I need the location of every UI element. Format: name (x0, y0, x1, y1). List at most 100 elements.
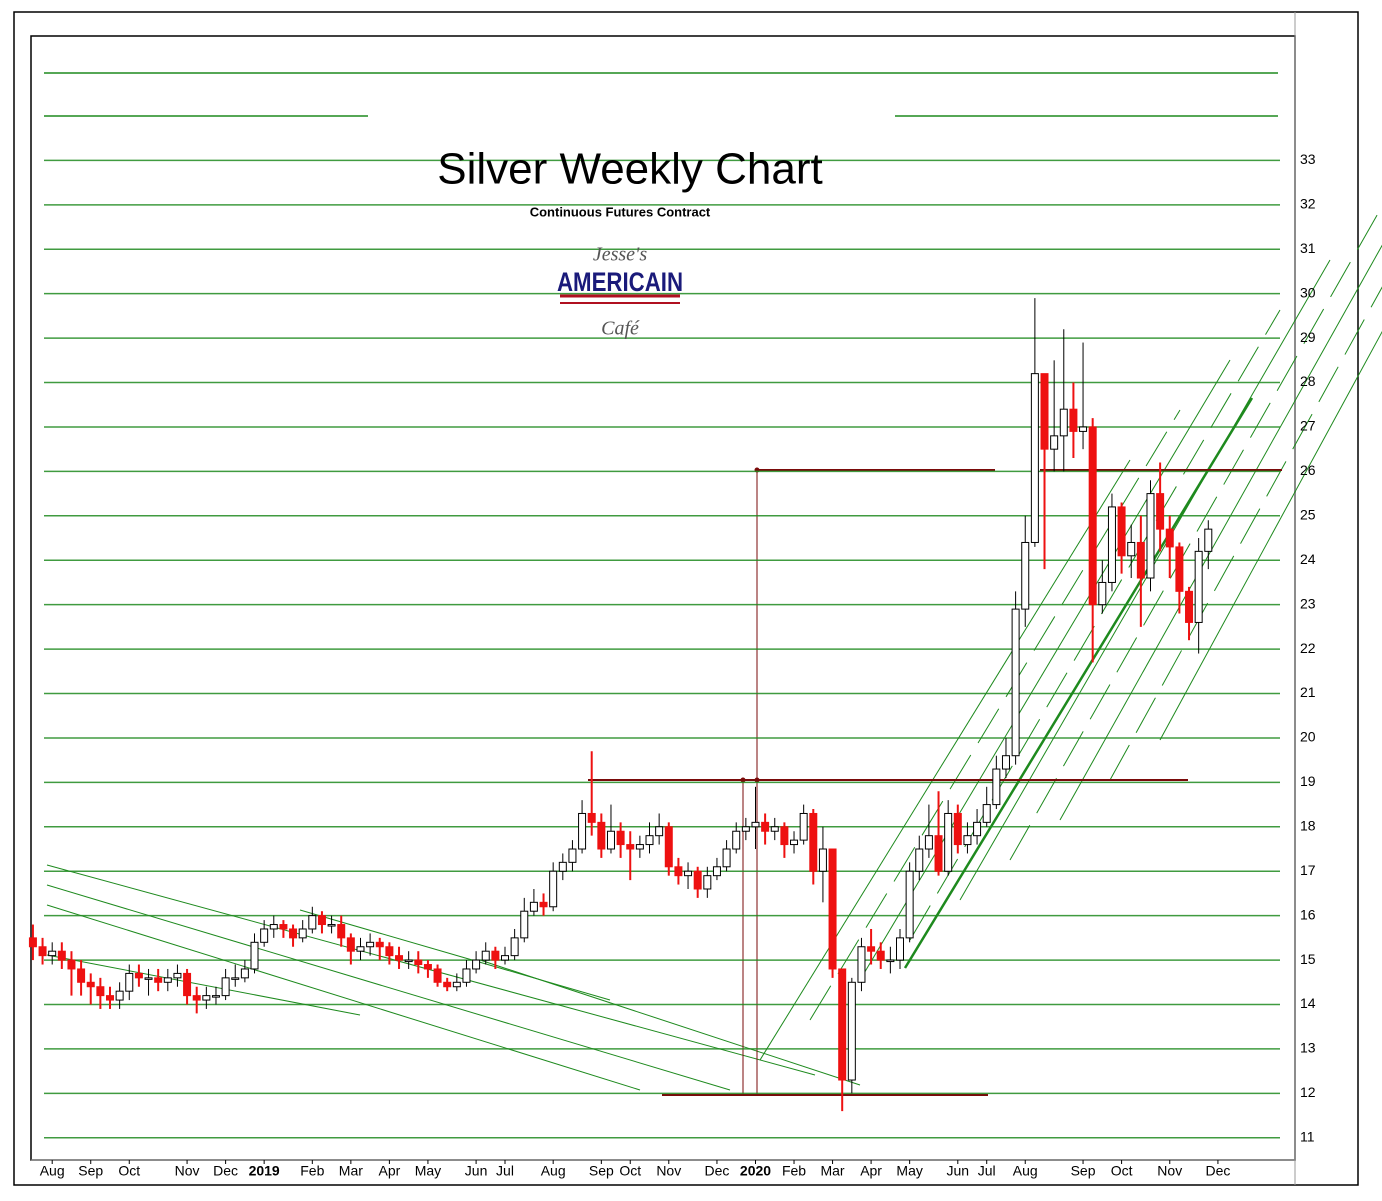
candle-body (1011, 608, 1020, 757)
channel-line (46, 904, 641, 1091)
candle-body (1204, 528, 1213, 552)
candle-body (838, 968, 847, 1081)
candle-body (549, 870, 558, 908)
candle-body (944, 812, 953, 872)
candle-body (1107, 506, 1116, 583)
candle-body (664, 826, 673, 868)
candle-body (433, 968, 442, 983)
candle-body (1127, 541, 1136, 557)
candle-body (356, 946, 365, 952)
candle-body (973, 821, 982, 837)
y-tick-label: 32 (1300, 196, 1316, 212)
candle-body (1069, 408, 1078, 432)
x-tick-label: Mar (339, 1163, 363, 1179)
y-tick-label: 27 (1300, 418, 1316, 434)
candle-body (38, 946, 47, 957)
candle-body (452, 981, 461, 988)
candle-body (67, 959, 76, 970)
candle-body (115, 990, 124, 1001)
candle-body (289, 928, 298, 939)
candle-body (847, 981, 856, 1081)
candle-body (751, 821, 760, 828)
candle-body (144, 977, 153, 980)
candle-body (645, 835, 654, 846)
candle-body (539, 901, 548, 908)
y-tick-label: 24 (1300, 551, 1316, 567)
measure-dot (754, 777, 760, 783)
candle-body (385, 946, 394, 957)
measure-dot (740, 777, 746, 783)
candle-body (1001, 755, 1010, 770)
candle-body (578, 812, 587, 850)
candle-body (462, 968, 471, 983)
candle-body (163, 977, 172, 983)
candle-body (558, 861, 567, 872)
logo-text: AMERICAIN (557, 267, 683, 297)
candle-body (568, 848, 577, 863)
x-tick-label: Nov (175, 1163, 200, 1179)
y-tick-label: 12 (1300, 1084, 1316, 1100)
logo: Jesse's AMERICAIN Café (557, 244, 683, 340)
channel-line (909, 309, 1281, 941)
channel-line (479, 959, 861, 1086)
candles (28, 298, 1213, 1112)
candle-body (520, 910, 529, 939)
candle-body (423, 964, 432, 970)
candle-body (818, 848, 827, 872)
y-tick-label: 23 (1300, 595, 1316, 611)
logo-text: Jesse's (593, 244, 647, 266)
candle-body (587, 812, 596, 823)
candle-body (472, 959, 481, 970)
candle-body (240, 968, 249, 979)
candle-body (924, 835, 933, 850)
candle-body (635, 844, 644, 850)
candle-body (231, 977, 240, 980)
y-tick-label: 11 (1300, 1128, 1315, 1144)
channel-line (1159, 330, 1382, 741)
candle-body (414, 959, 423, 966)
x-tick-label: Jul (496, 1163, 514, 1179)
candle-body (761, 821, 770, 832)
y-tick-label: 30 (1300, 284, 1316, 300)
candle-body (934, 835, 943, 872)
candle-body (327, 924, 336, 927)
y-tick-label: 14 (1300, 995, 1316, 1011)
x-tick-label: Jul (978, 1163, 996, 1179)
candle-body (799, 812, 808, 841)
channel-line (46, 864, 816, 1076)
y-tick-label: 22 (1300, 640, 1316, 656)
candle-body (732, 830, 741, 850)
candle-body (616, 830, 625, 846)
candle-body (1156, 493, 1165, 530)
y-tick-label: 15 (1300, 951, 1316, 967)
candle-body (211, 995, 220, 998)
candle-body (790, 839, 799, 846)
candle-body (48, 950, 57, 957)
candle-body (86, 981, 95, 988)
candle-body (1165, 528, 1174, 548)
candle-body (96, 986, 105, 997)
candle-body (693, 870, 702, 890)
channel-line (903, 397, 1254, 969)
candle-body (1175, 546, 1184, 592)
candle-body (1050, 435, 1059, 450)
candle-body (606, 830, 615, 850)
x-tick-label: 2019 (249, 1163, 280, 1179)
candle-body (1021, 541, 1030, 610)
candle-body (154, 977, 163, 983)
candle-body (876, 950, 885, 961)
candle-body (722, 848, 731, 868)
candle-body (905, 870, 914, 939)
x-tick-label: Oct (118, 1163, 140, 1179)
channel-line (46, 884, 731, 1091)
candle-body (395, 955, 404, 961)
candle-body (674, 866, 683, 877)
candle-body (626, 844, 635, 850)
candle-body (1185, 590, 1194, 623)
x-tick-label: Feb (782, 1163, 806, 1179)
y-tick-label: 33 (1300, 151, 1316, 167)
candle-body (202, 995, 211, 1001)
candle-body (770, 826, 779, 832)
x-tick-label: Oct (1111, 1163, 1133, 1179)
